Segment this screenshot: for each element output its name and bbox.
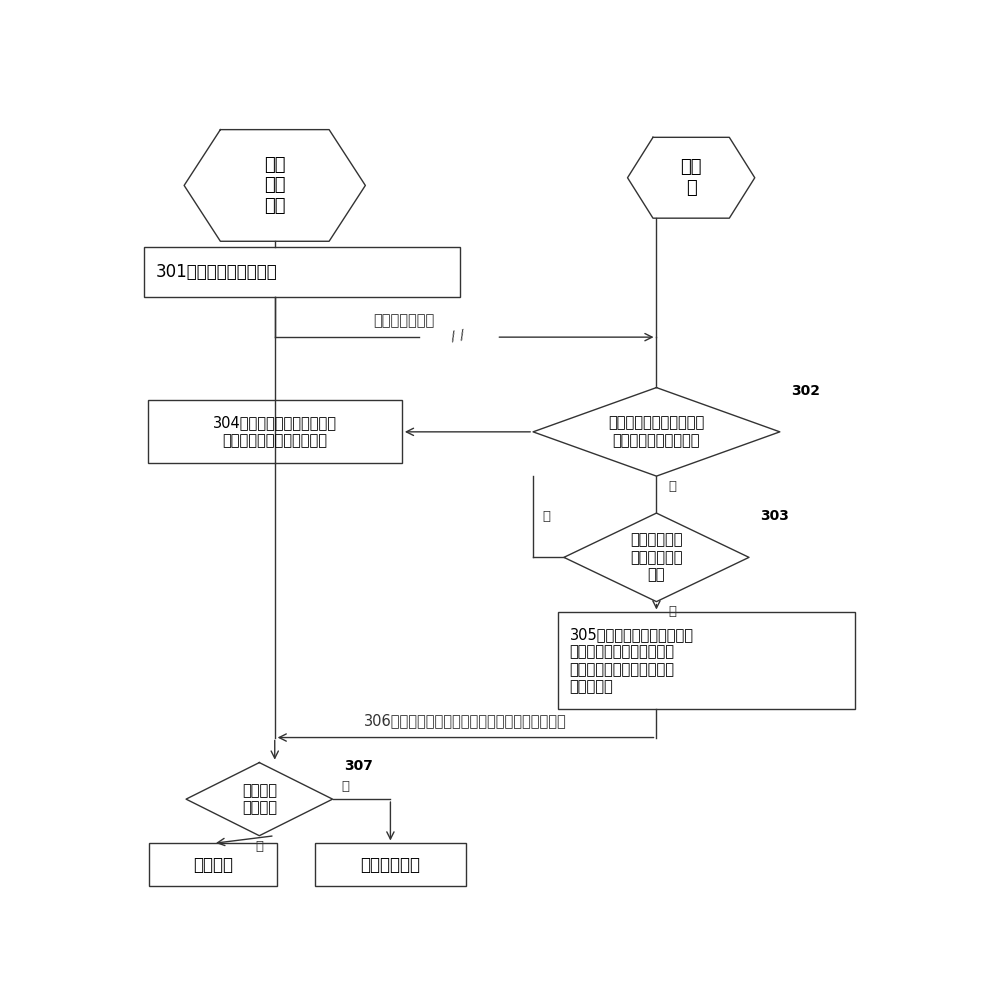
Text: / /: / /: [449, 328, 465, 344]
Polygon shape: [186, 763, 332, 836]
Text: 301：获取的目标图像帧: 301：获取的目标图像帧: [155, 263, 276, 281]
Text: 否: 否: [542, 510, 550, 523]
Text: 306：通知正确通道的图像识别装置进行权限认证: 306：通知正确通道的图像识别装置进行权限认证: [364, 713, 567, 728]
Text: 302: 302: [790, 384, 820, 398]
Text: 发送目标图像帧: 发送目标图像帧: [373, 313, 434, 328]
Text: 禁止通道触发: 禁止通道触发: [360, 856, 420, 874]
Polygon shape: [627, 137, 754, 218]
Polygon shape: [533, 388, 779, 476]
Text: 是否接收到来自多个图像
采集装置的目标图像帧: 是否接收到来自多个图像 采集装置的目标图像帧: [607, 416, 704, 448]
Text: 图像
识别
装置: 图像 识别 装置: [263, 156, 285, 215]
Text: 权限认证
是否通过: 权限认证 是否通过: [242, 783, 276, 815]
Bar: [149, 843, 276, 886]
Text: 307: 307: [344, 759, 373, 773]
Bar: [147, 400, 402, 463]
Text: 否: 否: [342, 780, 350, 793]
Text: 是: 是: [254, 840, 262, 853]
Text: 305：根据所述同一目标在各
目标图像帧中的位置、和／
或目标画面占比，确定触发
的正确通道: 305：根据所述同一目标在各 目标图像帧中的位置、和／ 或目标画面占比，确定触发…: [570, 627, 693, 694]
Text: 是: 是: [667, 480, 675, 493]
Text: 通道触发: 通道触发: [193, 856, 233, 874]
Bar: [558, 612, 854, 709]
Text: 304：通知发送该目标图像帧
图像识别装置进行权限认证: 304：通知发送该目标图像帧 图像识别装置进行权限认证: [213, 416, 336, 448]
Text: 303: 303: [759, 509, 788, 523]
Bar: [315, 843, 465, 886]
Text: 目标图像帧中
是否存在同一
目标: 目标图像帧中 是否存在同一 目标: [629, 532, 682, 582]
Text: 是: 是: [667, 605, 675, 618]
Polygon shape: [184, 130, 365, 241]
Polygon shape: [564, 513, 748, 602]
Bar: [143, 247, 459, 297]
Text: 云平
台: 云平 台: [680, 158, 701, 197]
